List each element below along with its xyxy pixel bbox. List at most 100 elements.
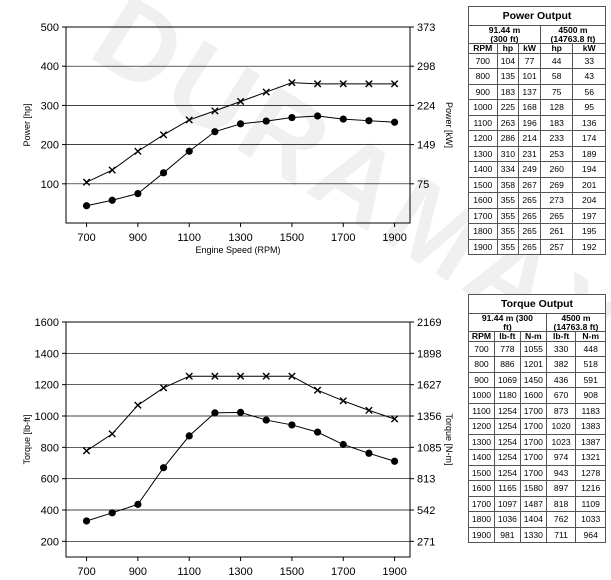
table-row: 1700 355 265 265 197 xyxy=(468,207,606,225)
data-point xyxy=(390,415,399,423)
data-point xyxy=(236,120,245,128)
torque-output-table: Torque Output 91.44 m (300 ft) 4500 m (1… xyxy=(468,294,607,544)
data-point xyxy=(185,372,193,380)
torque-cell: 1900 xyxy=(468,526,495,544)
y-right-tick-label: 75 xyxy=(417,179,429,191)
data-point xyxy=(211,372,219,380)
torque-cell: 1254 xyxy=(493,433,521,451)
data-point xyxy=(236,408,245,416)
x-tick-label: 1700 xyxy=(331,566,355,578)
torque-header-4: N-m xyxy=(575,331,606,342)
data-point xyxy=(159,169,168,177)
torque-cell: 1700 xyxy=(519,433,547,451)
power-cell: 44 xyxy=(539,52,574,70)
torque-cell: 1023 xyxy=(545,433,577,451)
power-cell: 56 xyxy=(572,83,606,101)
torque-cell: 1383 xyxy=(575,418,606,435)
x-tick-label: 1100 xyxy=(177,232,201,244)
power-cell: 269 xyxy=(539,176,574,194)
power-cell: 77 xyxy=(518,52,541,70)
data-point xyxy=(365,80,373,88)
torque-cell: 330 xyxy=(545,340,577,358)
torque-col2-line1: 4500 m xyxy=(561,313,591,323)
y-tick-label: 400 xyxy=(41,505,59,517)
torque-cell: 436 xyxy=(545,371,577,389)
torque-col1-line1: 91.44 m (300 xyxy=(481,313,533,323)
y-axis-title: Power [hp] xyxy=(22,103,32,146)
power-cell: 1900 xyxy=(468,238,498,256)
torque-cell: 518 xyxy=(575,356,606,373)
power-cell: 355 xyxy=(496,207,520,225)
data-point-stroke xyxy=(313,386,322,394)
torque-table-body: 700 778 1055 330 448 800 886 1201 382 518 900 1069 1… xyxy=(468,340,606,544)
torque-cell: 1300 xyxy=(468,433,495,451)
plot-frame xyxy=(65,26,411,224)
power-cell: 231 xyxy=(518,145,541,163)
power-cell: 1000 xyxy=(468,99,498,116)
torque-cell: 1450 xyxy=(519,371,547,389)
torque-cell: 800 xyxy=(468,356,495,373)
torque-cell: 981 xyxy=(493,526,521,544)
table-row: 1600 1165 1580 897 1216 xyxy=(468,480,606,497)
torque-cell: 1180 xyxy=(493,387,521,404)
y-right-axis-title: Power [kW] xyxy=(444,102,454,148)
power-cell: 1200 xyxy=(468,130,498,147)
power-cell: 1100 xyxy=(468,114,498,132)
torque-cell: 900 xyxy=(468,371,495,389)
y-tick-label: 1600 xyxy=(35,317,59,329)
power-cell: 260 xyxy=(539,161,574,178)
power-cell: 355 xyxy=(496,192,520,209)
data-point xyxy=(313,386,322,394)
power-cell: 104 xyxy=(496,52,520,70)
power-cell: 233 xyxy=(539,130,574,147)
power-cell: 183 xyxy=(539,114,574,132)
power-cell: 334 xyxy=(496,161,520,178)
data-point xyxy=(390,457,399,465)
y-right-tick-label: 1898 xyxy=(417,348,441,360)
torque-cell: 1216 xyxy=(575,480,606,497)
torque-cell: 1487 xyxy=(519,495,547,513)
torque-cell: 964 xyxy=(575,526,606,544)
data-point-stroke xyxy=(262,372,270,380)
data-point xyxy=(390,118,399,126)
y-right-tick-label: 1356 xyxy=(417,411,441,423)
torque-cell: 1165 xyxy=(493,480,521,497)
torque-header-2: N-m xyxy=(519,331,547,342)
power-cell: 33 xyxy=(572,52,606,70)
x-tick-label: 1700 xyxy=(331,232,355,244)
data-point xyxy=(82,202,91,210)
power-cell: 43 xyxy=(572,68,606,85)
torque-cell: 1700 xyxy=(519,464,547,482)
power-cell: 174 xyxy=(572,130,606,147)
power-cell: 267 xyxy=(518,176,541,194)
torque-cell: 1700 xyxy=(519,449,547,466)
y-tick-label: 500 xyxy=(41,22,59,34)
torque-table-caption: Torque Output xyxy=(468,294,606,314)
data-point xyxy=(365,449,373,457)
y-tick-label: 1400 xyxy=(35,348,59,360)
y-tick-label: 800 xyxy=(41,442,59,454)
data-point-stroke xyxy=(313,80,322,88)
power-cell: 249 xyxy=(518,161,541,178)
data-point-stroke xyxy=(108,166,116,174)
power-header-3: hp xyxy=(539,43,574,54)
power-chart: 100 200 300 400 500 75 149 224 298 373 700 900 1100 1… xyxy=(22,22,454,255)
torque-cell: 448 xyxy=(575,340,606,358)
data-point xyxy=(288,421,296,429)
power-cell: 75 xyxy=(539,83,574,101)
data-point xyxy=(82,517,91,525)
x-tick-label: 1900 xyxy=(382,232,406,244)
power-col2-line2: (14763.8 ft) xyxy=(550,33,596,44)
table-row: 1200 1254 1700 1020 1383 xyxy=(468,418,606,435)
table-row: 1600 355 265 273 204 xyxy=(468,192,606,209)
table-row: 800 135 101 58 43 xyxy=(468,68,606,85)
torque-cell: 1055 xyxy=(519,340,547,358)
power-table-caption: Power Output xyxy=(468,6,606,26)
data-point-stroke xyxy=(390,80,399,88)
data-point xyxy=(365,406,373,415)
data-point xyxy=(262,372,270,380)
data-point xyxy=(82,178,91,186)
data-point-stroke xyxy=(82,178,91,186)
torque-cell: 1580 xyxy=(519,480,547,497)
torque-chart: 200 400 600 800 1000 1200 1400 1600 271 542 813 108… xyxy=(22,317,454,580)
